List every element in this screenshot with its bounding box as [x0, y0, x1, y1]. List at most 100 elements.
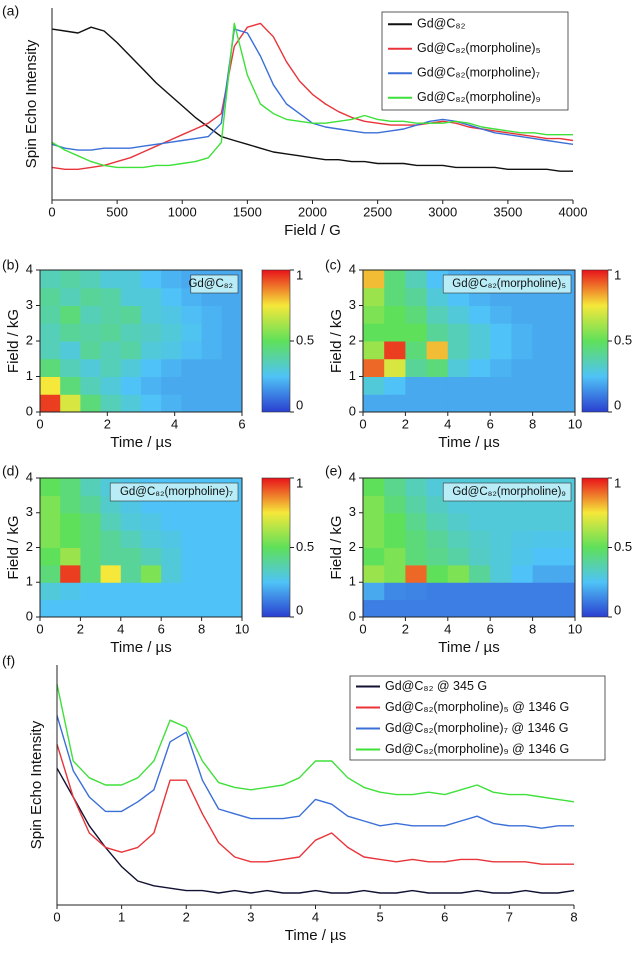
panel-label: (f)	[2, 653, 15, 669]
x-tick-label: 0	[36, 621, 43, 636]
heatmap-cell	[141, 323, 162, 342]
y-tick-label: 0	[26, 403, 33, 418]
heatmap-cell	[120, 358, 142, 377]
heatmap-cell	[60, 376, 81, 395]
colorbar-tick-label: 0	[614, 397, 621, 412]
heatmap-cell	[181, 358, 203, 377]
heatmap-cell	[60, 287, 81, 306]
heatmap-cell	[511, 376, 534, 395]
heatmap-cell	[141, 547, 162, 566]
heatmap-cell	[469, 341, 491, 360]
legend-label: Gd@C₈₂	[417, 17, 466, 31]
heatmap-cell	[141, 305, 162, 324]
heatmap-cell	[80, 564, 102, 583]
heatmap-cell	[100, 599, 122, 618]
x-axis-label: Time / µs	[110, 434, 171, 451]
heatmap-cell	[426, 599, 449, 618]
legend-label: Gd@C₈₂(morpholine)₇ @ 1346 G	[385, 721, 569, 735]
heatmap-cell	[490, 376, 512, 395]
heatmap-title: Gd@C₈₂(morpholine)₉	[452, 486, 566, 498]
heatmap-cell	[221, 530, 243, 548]
heatmap-cell	[60, 495, 81, 514]
heatmap-cell	[426, 287, 449, 306]
panel-label: (b)	[2, 257, 19, 273]
legend-box	[381, 11, 569, 111]
y-axis-label: Spin Echo Intensity	[28, 720, 45, 849]
heatmap-cell	[221, 376, 243, 395]
colorbar-tick-label: 0.5	[296, 539, 314, 554]
heatmap-cell	[201, 358, 223, 377]
heatmap-cell	[141, 287, 162, 306]
heatmap-cell	[60, 547, 81, 566]
heatmap-cell	[469, 394, 491, 413]
heatmap-cell	[120, 564, 142, 583]
colorbar	[581, 269, 609, 413]
legend-label: Gd@C₈₂(morpholine)₇	[417, 66, 540, 80]
colorbar-tick-label: 1	[296, 267, 303, 282]
heatmap-cell	[201, 376, 223, 395]
heatmap-cell	[120, 341, 142, 360]
heatmap-cell	[40, 530, 61, 548]
heatmap-cell	[120, 547, 142, 566]
heatmap-cell	[181, 564, 203, 583]
heatmap-cell	[80, 547, 102, 566]
colorbar-tick-label: 1	[614, 267, 621, 282]
heatmap-cell	[363, 478, 385, 496]
x-axis-label: Time / µs	[438, 639, 499, 656]
heatmap-cell	[120, 599, 142, 618]
heatmap-cell	[161, 305, 182, 324]
y-tick-label: 4	[349, 469, 356, 484]
heatmap-cell	[120, 376, 142, 395]
heatmap-cell	[426, 495, 449, 514]
y-tick-label: 3	[26, 504, 33, 519]
heatmap-cell	[490, 530, 512, 548]
heatmap-cell	[532, 323, 555, 342]
heatmap-cell	[201, 512, 223, 531]
heatmap-cell	[100, 323, 122, 342]
heatmap-cell	[447, 599, 470, 618]
x-tick-label: 7	[506, 909, 513, 924]
heatmap-cell	[40, 599, 61, 618]
heatmap-cell	[447, 376, 470, 395]
heatmap-cell	[469, 547, 491, 566]
heatmap-cell	[553, 394, 576, 413]
legend-box	[349, 675, 606, 761]
heatmap-cell	[161, 323, 182, 342]
heatmap-cell	[161, 358, 182, 377]
series-line	[51, 22, 573, 169]
heatmap-cell	[426, 582, 449, 601]
panel-label: (c)	[325, 257, 341, 273]
heatmap-cell	[363, 270, 385, 289]
heatmap-cell	[532, 358, 555, 377]
heatmap-cell	[40, 341, 61, 360]
heatmap-cell	[201, 547, 223, 566]
x-tick-label: 0	[48, 204, 55, 219]
heatmap-cell	[426, 547, 449, 566]
heatmap-cell	[511, 394, 534, 413]
x-tick-label: 4	[444, 416, 451, 431]
heatmap-cell	[532, 530, 555, 548]
y-axis-label: Spin Echo Intensity	[23, 39, 40, 168]
heatmap-cell	[181, 547, 203, 566]
heatmap-cell	[405, 547, 428, 566]
heatmap-cell	[161, 394, 182, 413]
heatmap-cell	[426, 323, 449, 342]
series-line	[56, 684, 575, 803]
x-tick-label: 4	[312, 909, 319, 924]
heatmap-cell	[40, 358, 61, 377]
heatmap-cell	[553, 582, 576, 601]
x-axis-label: Field / G	[284, 222, 341, 239]
x-tick-label: 4	[444, 621, 451, 636]
heatmap-cell	[447, 358, 470, 377]
heatmap-cell	[553, 530, 576, 548]
x-tick-label: 2	[402, 621, 409, 636]
heatmap-cell	[447, 582, 470, 601]
heatmap-cell	[363, 287, 385, 306]
y-tick-label: 0	[349, 403, 356, 418]
heatmap-cell	[469, 376, 491, 395]
x-tick-label: 4000	[559, 204, 588, 219]
y-tick-label: 2	[26, 539, 33, 554]
panel-label: (e)	[325, 463, 342, 479]
heatmap-cell	[181, 599, 203, 618]
heatmap-cell	[426, 530, 449, 548]
